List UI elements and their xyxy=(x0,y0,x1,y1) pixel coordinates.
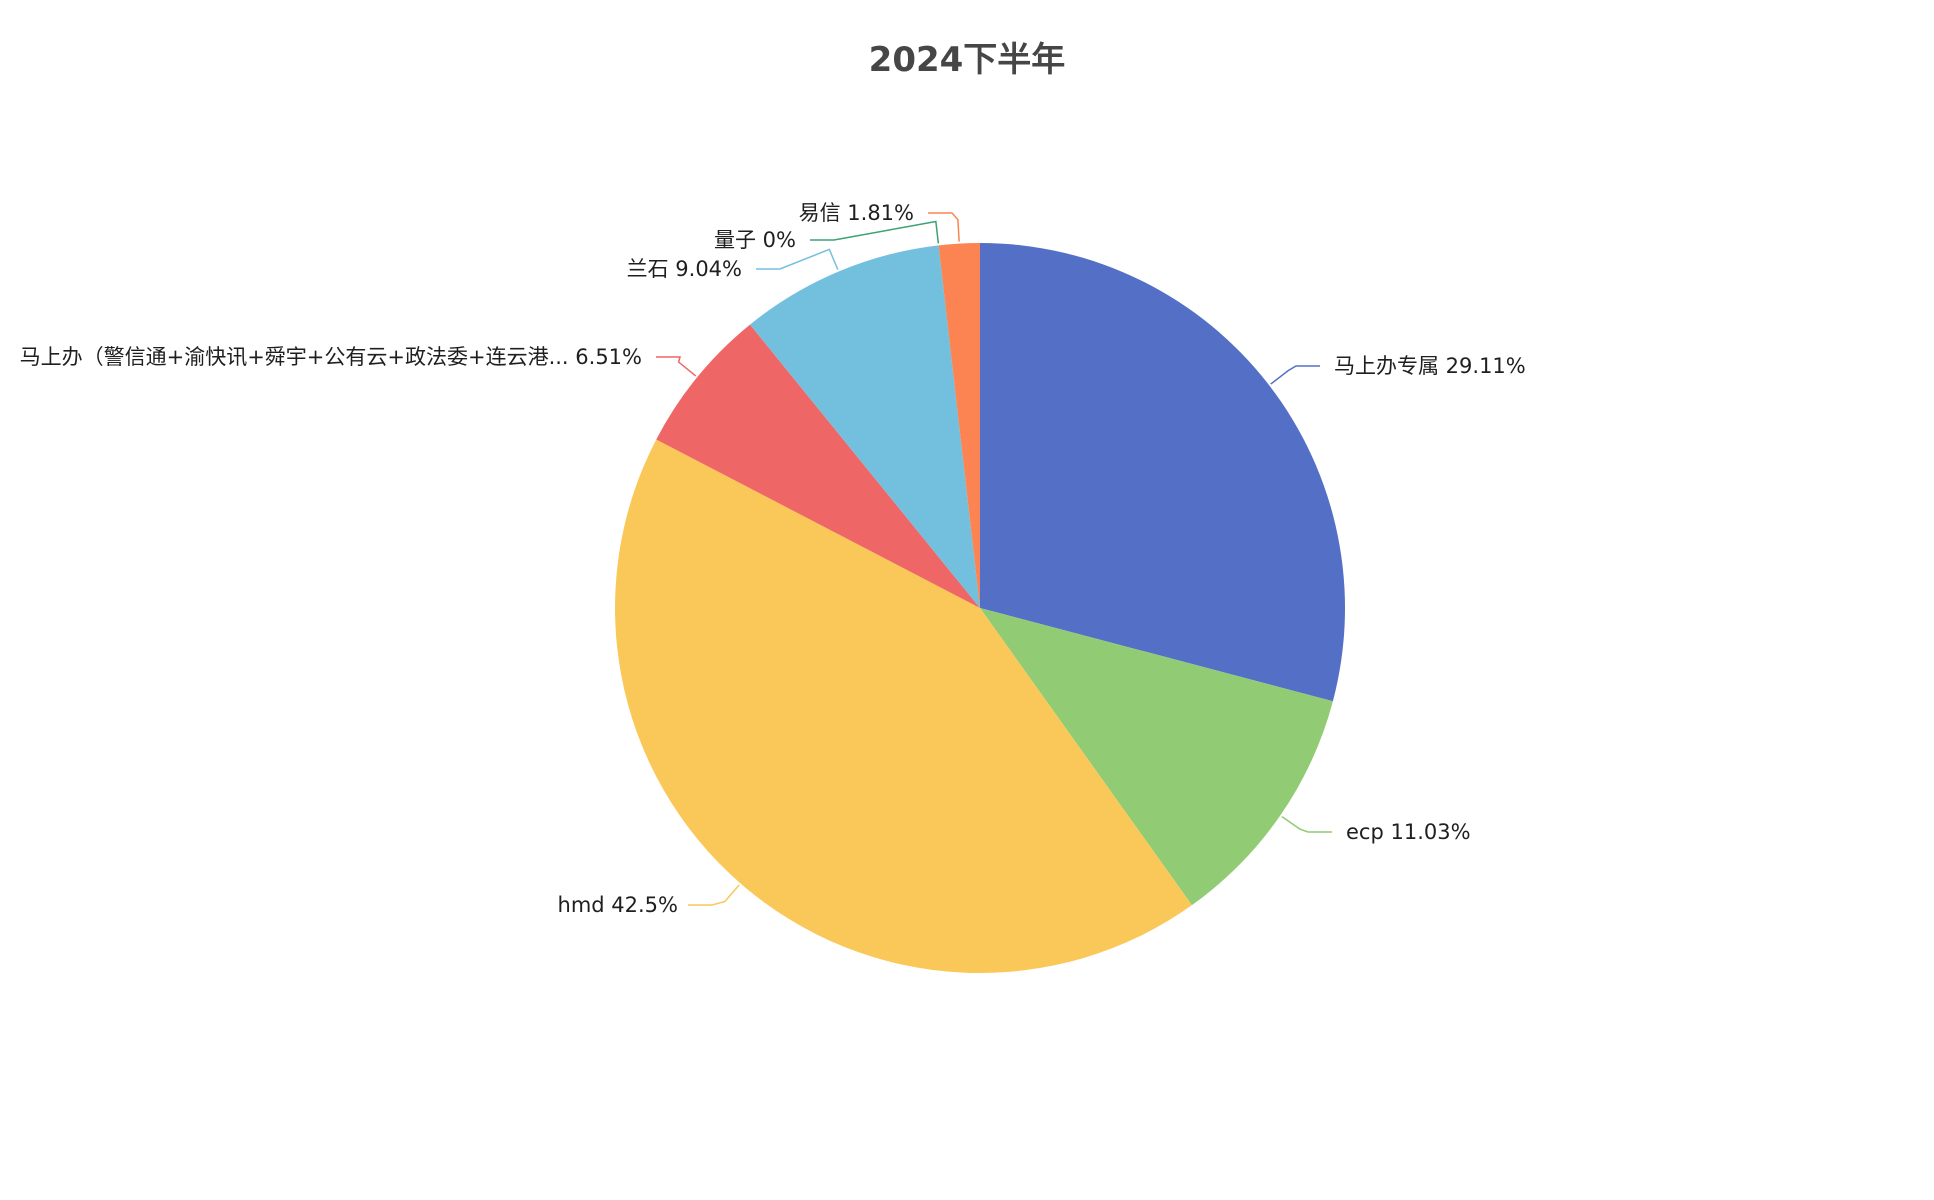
label-leader-line xyxy=(810,220,940,244)
slice-label: ecp 11.03% xyxy=(1346,820,1471,844)
chart-title: 2024下半年 xyxy=(868,40,1066,80)
pie-slice[interactable] xyxy=(656,324,980,608)
label-leader-line xyxy=(1270,365,1320,385)
pie-slice[interactable] xyxy=(980,243,1345,702)
slice-label: 马上办（警信通+渝快讯+舜宇+公有云+政法委+连云港... 6.51% xyxy=(20,345,642,369)
slice-label: 易信 1.81% xyxy=(799,201,914,225)
label-leader-line xyxy=(656,356,697,377)
label-leader-line xyxy=(928,212,960,242)
slice-label: 马上办专属 29.11% xyxy=(1334,354,1526,378)
slice-label: 兰石 9.04% xyxy=(627,257,742,281)
slice-labels: 马上办专属 29.11% ecp 11.03% hmd 42.5% 马上办（警信通+渝… xyxy=(20,201,1526,917)
slice-label: hmd 42.5% xyxy=(558,893,678,917)
pie-slice[interactable] xyxy=(750,245,980,608)
pie-slice[interactable] xyxy=(938,243,980,608)
label-leader-line xyxy=(688,884,740,906)
pie-slice[interactable] xyxy=(615,439,1192,973)
slice-label: 量子 0% xyxy=(714,228,796,252)
label-leader-lines xyxy=(656,212,1332,906)
label-leader-line xyxy=(1281,816,1332,833)
pie-slice[interactable] xyxy=(980,608,1333,906)
pie-slices xyxy=(615,243,1345,973)
label-leader-line xyxy=(756,248,839,270)
